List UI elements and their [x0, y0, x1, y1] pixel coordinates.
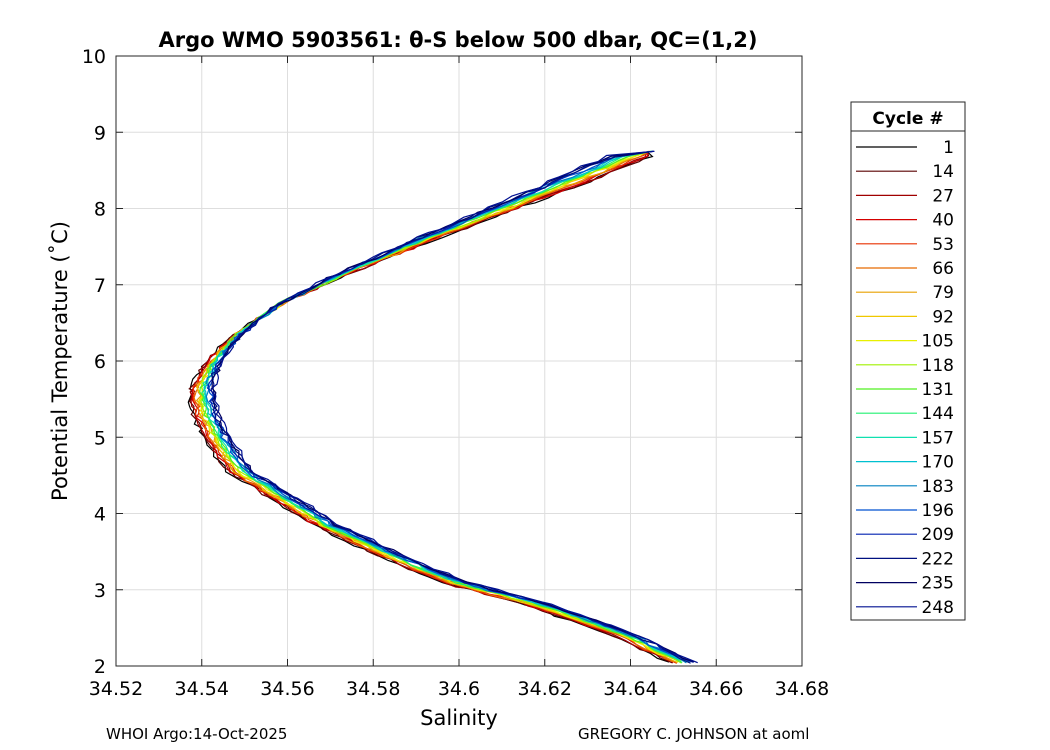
chart-title: Argo WMO 5903561: θ-S below 500 dbar, QC… — [159, 28, 758, 52]
legend-title: Cycle # — [872, 109, 943, 129]
x-tick-label: 34.52 — [89, 678, 143, 700]
footer-left: WHOI Argo:14-Oct-2025 — [106, 725, 288, 743]
legend-label-144: 144 — [922, 404, 954, 424]
legend-label-1: 1 — [943, 138, 954, 158]
series-line-cycle-14 — [188, 151, 673, 664]
series-line-cycle-79 — [195, 150, 678, 664]
legend-label-27: 27 — [932, 186, 954, 206]
series-line-cycle-235 — [211, 150, 695, 663]
series-line-cycle-40 — [191, 151, 674, 663]
legend-label-235: 235 — [922, 574, 954, 594]
legend-label-66: 66 — [932, 259, 954, 279]
legend-label-248: 248 — [922, 598, 954, 618]
y-tick-label: 9 — [94, 122, 106, 144]
x-tick-label: 34.6 — [438, 678, 480, 700]
legend-label-131: 131 — [922, 380, 954, 400]
x-tick-label: 34.54 — [175, 678, 229, 700]
series-line-cycle-66 — [193, 150, 675, 663]
legend-label-105: 105 — [922, 332, 954, 352]
series-line-cycle-53 — [192, 150, 678, 664]
series-line-cycle-131 — [199, 150, 686, 663]
legend-label-222: 222 — [922, 549, 954, 569]
legend-label-79: 79 — [932, 283, 954, 303]
series-line-cycle-92 — [195, 150, 682, 662]
footer-right: GREGORY C. JOHNSON at aoml — [578, 725, 810, 743]
y-tick-label: 7 — [94, 275, 106, 297]
x-tick-label: 34.58 — [346, 678, 400, 700]
series-group — [187, 150, 698, 664]
x-tick-label: 34.66 — [689, 678, 743, 700]
legend-label-118: 118 — [922, 356, 954, 376]
series-line-cycle-248 — [210, 150, 698, 664]
legend-label-183: 183 — [922, 477, 954, 497]
legend-label-92: 92 — [932, 307, 954, 327]
legend-label-209: 209 — [922, 525, 954, 545]
legend-label-14: 14 — [932, 162, 954, 182]
legend-entries: 1 14 27 40 53 66 79 92 105 118 131 144 157 170 183 196 2… — [856, 138, 954, 618]
legend-label-157: 157 — [922, 428, 954, 448]
y-axis-label: Potential Temperature (˚C) — [48, 221, 72, 501]
y-tick-label: 4 — [94, 504, 106, 526]
series-line-cycle-1 — [187, 150, 670, 663]
y-tick-label: 5 — [94, 427, 106, 449]
series-line-cycle-118 — [200, 150, 682, 664]
axis-ticks: 34.52 34.54 34.56 34.58 34.6 34.62 34.64 34.66 3… — [82, 46, 829, 700]
x-tick-label: 34.56 — [260, 678, 314, 700]
series-line-cycle-105 — [198, 150, 679, 663]
y-tick-label: 3 — [94, 580, 106, 602]
legend-label-170: 170 — [922, 453, 954, 473]
y-tick-label: 2 — [94, 656, 106, 678]
series-line-cycle-27 — [189, 151, 671, 663]
legend: Cycle # 1 14 27 40 53 66 79 92 105 118 131 144 157 17… — [850, 101, 966, 621]
legend-label-196: 196 — [922, 501, 954, 521]
legend-label-53: 53 — [932, 235, 954, 255]
series-line-cycle-209 — [206, 150, 694, 663]
legend-label-40: 40 — [932, 211, 954, 231]
x-tick-label: 34.62 — [518, 678, 572, 700]
x-axis-label: Salinity — [420, 706, 498, 730]
y-tick-label: 8 — [94, 199, 106, 221]
x-tick-label: 34.64 — [603, 678, 657, 700]
y-tick-label: 6 — [94, 351, 106, 373]
y-tick-label: 10 — [82, 46, 106, 68]
x-tick-label: 34.68 — [775, 678, 829, 700]
